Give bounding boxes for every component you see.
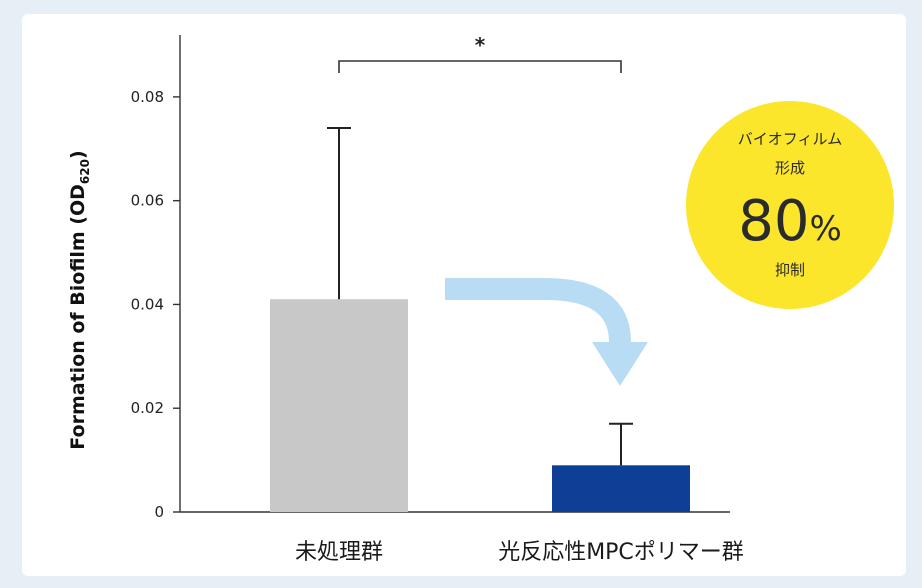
y-tick-label: 0.08 <box>131 88 164 106</box>
axes: 0 0.02 0.04 0.06 0.08 未処理群 光反応性MPCポリマー群 <box>131 35 744 565</box>
badge-line-suppression: 抑制 <box>775 261 805 279</box>
y-tick-label: 0.04 <box>131 295 164 313</box>
bar <box>270 299 408 512</box>
bar <box>552 465 690 512</box>
badge-line-biofilm: バイオフィルム <box>738 130 842 148</box>
y-tick-label: 0 <box>154 503 164 521</box>
y-tick-label: 0.02 <box>131 399 164 417</box>
badge-percent: 80% <box>738 189 842 254</box>
significance-bracket: * <box>338 33 622 73</box>
bars <box>270 299 690 512</box>
x-category-label: 未処理群 <box>295 540 383 565</box>
error-bars <box>327 127 633 466</box>
y-tick-label: 0.06 <box>131 192 164 210</box>
badge-circle <box>686 101 894 309</box>
y-axis-title: Formation of Biofilm (OD620) <box>67 150 92 449</box>
x-category-label: 光反応性MPCポリマー群 <box>498 540 744 565</box>
badge-line-formation: 形成 <box>775 159 805 177</box>
reduction-badge: バイオフィルム 形成 80% 抑制 <box>686 101 894 309</box>
bracket-line <box>338 60 622 73</box>
arrow-shaft <box>445 278 631 343</box>
reduction-arrow-icon <box>445 278 648 386</box>
significance-star: * <box>475 33 486 57</box>
arrow-head <box>592 342 648 386</box>
